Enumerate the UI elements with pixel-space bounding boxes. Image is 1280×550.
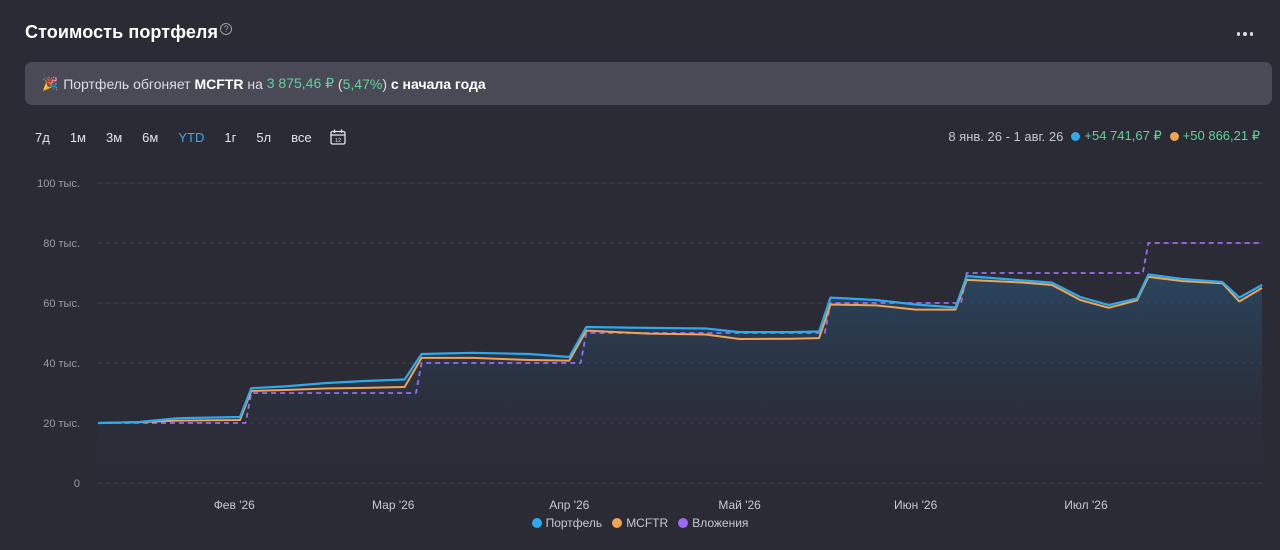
svg-text:12: 12 [335,138,341,144]
y-tick-label: 80 тыс. [43,238,80,250]
banner-text-after: с начала года [390,75,486,92]
y-tick-label: 0 [74,478,80,490]
period-selector: 7д 1м 3м 6м YTD 1г 5л все 12 [28,126,347,148]
chart-legend: Портфель MCFTR Вложения [0,516,1280,530]
portfolio-area [98,274,1262,483]
page-title: Стоимость портфеля [25,22,219,42]
y-tick-label: 60 тыс. [43,298,80,310]
calendar-icon[interactable]: 12 [329,128,347,146]
date-range: 8 янв. 26 - 1 авг. 26 [948,128,1064,144]
legend-contributions-dot-icon [678,518,689,528]
banner-pct-open: ( [334,75,343,92]
period-all[interactable]: все [291,129,312,145]
y-tick-label: 20 тыс. [43,418,80,430]
portfolio-dot-icon [1071,131,1081,141]
period-ytd[interactable]: YTD [178,129,205,145]
legend-contributions-label: Вложения [692,516,749,530]
x-tick-label: Июн '26 [894,498,938,512]
banner-benchmark: MCFTR [194,75,244,92]
x-tick-label: Май '26 [718,498,761,512]
page-header: Стоимость портфеля? [25,22,1260,48]
banner-text-before: Портфель обгоняет [63,75,195,92]
x-tick-label: Апр '26 [549,498,589,512]
period-1y[interactable]: 1г [224,129,237,145]
legend-portfolio-dot-icon [531,518,542,528]
benchmark-change: +50 866,21 ₽ [1182,128,1260,143]
legend-item-portfolio[interactable]: Портфель [531,516,603,530]
range-summary: 8 янв. 26 - 1 авг. 26 +54 741,67 ₽ +50 8… [948,128,1260,144]
benchmark-dot-icon [1169,131,1179,141]
legend-item-mcftr[interactable]: MCFTR [612,516,668,530]
more-options-icon[interactable] [1233,24,1257,44]
portfolio-chart[interactable]: 0 20 тыс. 40 тыс. 60 тыс. 80 тыс. 100 тыс. Фе… [0,160,1280,550]
mcftr-line [97,275,1263,424]
banner-pct-close: ) [382,75,391,92]
help-icon[interactable]: ? [220,23,233,35]
period-1m[interactable]: 1м [69,129,86,145]
x-tick-label: Мар '26 [372,498,415,512]
period-5y[interactable]: 5л [256,129,272,145]
y-tick-label: 100 тыс. [37,178,80,190]
period-6m[interactable]: 6м [142,129,159,145]
period-7d[interactable]: 7д [35,129,50,145]
performance-banner: 🎉 Портфель обгоняет MCFTR на 3 875,46 ₽ (… [25,62,1272,105]
party-popper-icon: 🎉 [42,75,59,91]
y-tick-label: 40 тыс. [43,358,80,370]
portfolio-line [97,273,1263,425]
period-3m[interactable]: 3м [106,129,123,145]
portfolio-change: +54 741,67 ₽ [1084,128,1162,143]
banner-text-mid: на [243,75,267,92]
legend-mcftr-label: MCFTR [626,516,669,530]
legend-portfolio-label: Портфель [545,516,603,530]
x-tick-label: Июл '26 [1064,498,1108,512]
banner-percent: 5,47% [342,75,383,92]
legend-item-contributions[interactable]: Вложения [678,516,748,530]
banner-amount: 3 875,46 ₽ [266,75,335,91]
x-tick-label: Фев '26 [214,498,255,512]
legend-mcftr-dot-icon [612,518,623,528]
